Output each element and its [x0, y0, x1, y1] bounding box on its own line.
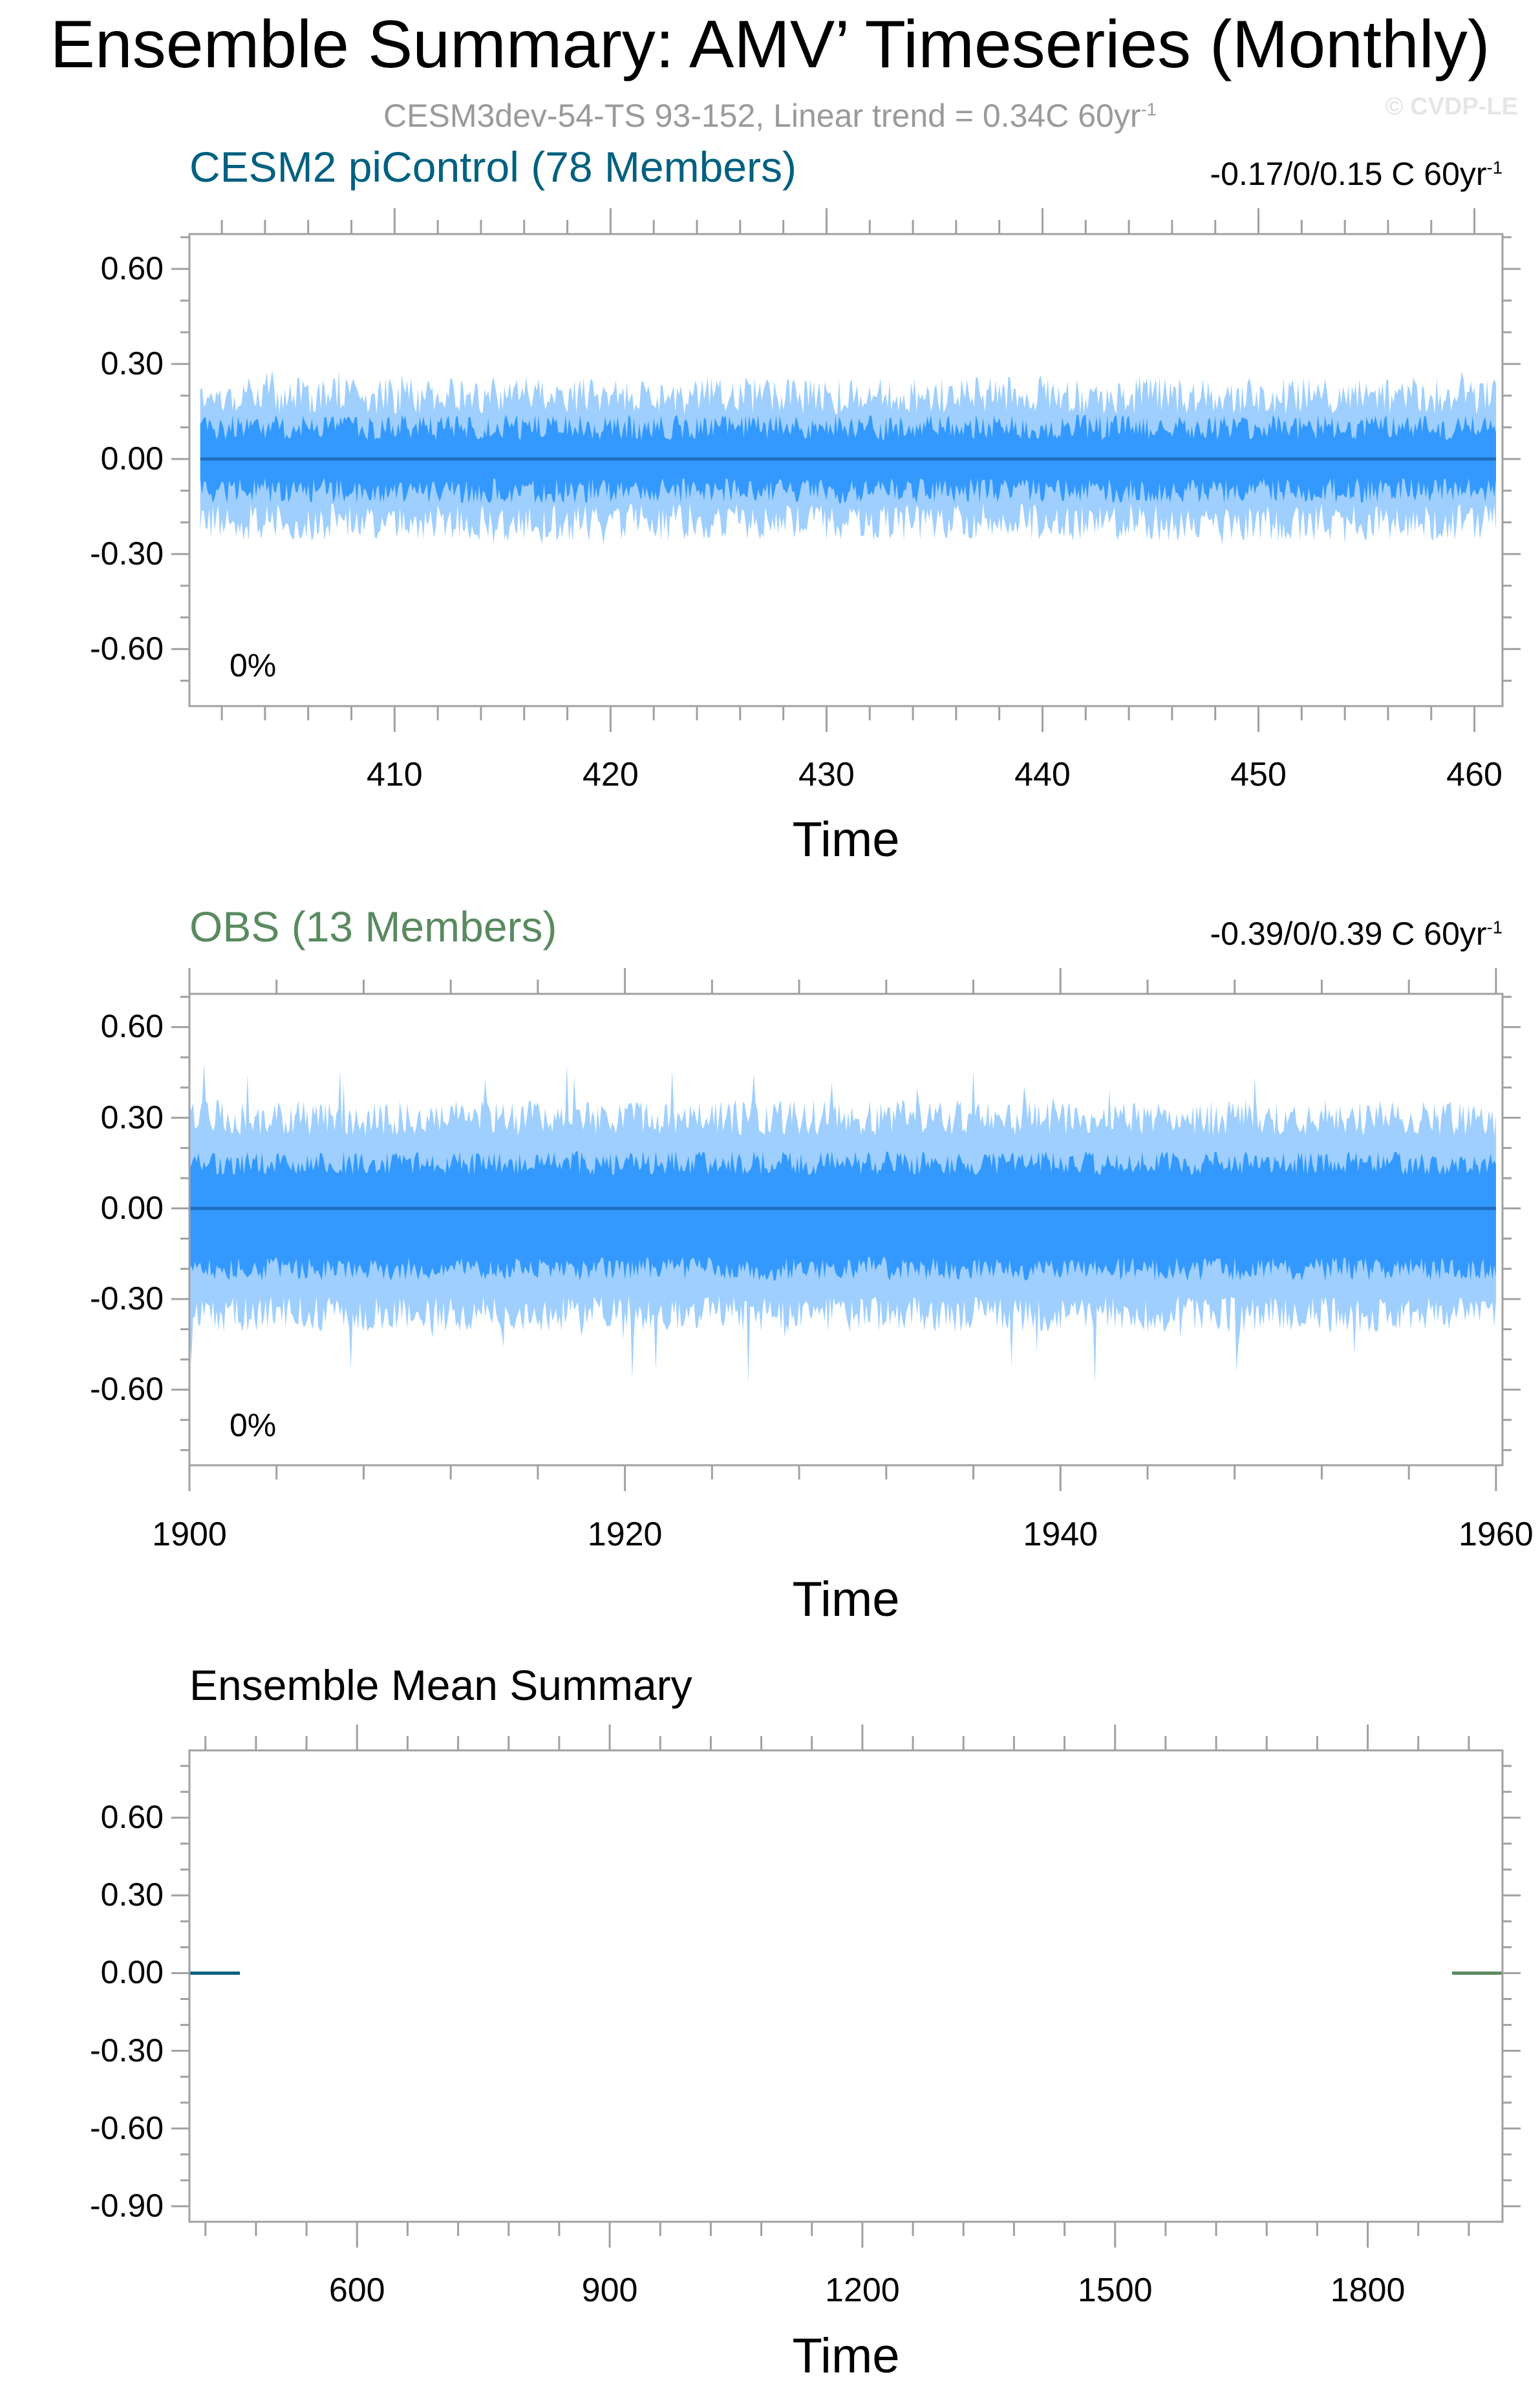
- x-tick-label: 420: [582, 756, 639, 793]
- y-tick-label: 0.30: [100, 1876, 164, 1913]
- watermark: © CVDP-LE: [1385, 93, 1518, 120]
- trend-range-label: -0.17/0/0.15 C 60yr-1: [1210, 155, 1503, 193]
- panel-title: CESM2 piControl (78 Members): [189, 143, 797, 191]
- x-tick-label: 430: [798, 756, 855, 793]
- y-tick-label: -0.30: [90, 1280, 164, 1317]
- y-tick-label: 0.60: [100, 1008, 164, 1045]
- subtitle-sup: -1: [1140, 99, 1157, 120]
- x-axis-title: Time: [792, 1572, 900, 1627]
- inner-spread-band: [189, 1151, 1496, 1281]
- x-tick-label: 1920: [587, 1516, 663, 1553]
- plot-frame: [188, 1749, 1504, 2223]
- x-tick-label: 450: [1230, 756, 1287, 793]
- x-axis-title: Time: [792, 2328, 900, 2383]
- panel-3: [171, 1725, 1521, 2248]
- x-tick-label: 410: [366, 756, 423, 793]
- y-tick-label: -0.30: [90, 2032, 164, 2069]
- panel-title: OBS (13 Members): [189, 903, 557, 951]
- trend-range-text: -0.17/0/0.15 C 60yr: [1210, 156, 1487, 192]
- y-tick-label: 0.60: [100, 250, 164, 286]
- y-tick-label: 0.00: [100, 1954, 164, 1991]
- trend-range-label: -0.39/0/0.39 C 60yr-1: [1210, 915, 1503, 952]
- trend-range-sup: -1: [1486, 157, 1503, 178]
- y-tick-label: 0.00: [100, 1189, 164, 1226]
- x-tick-label: 1500: [1077, 2272, 1153, 2309]
- y-tick-label: 0.00: [100, 440, 164, 477]
- x-tick-label: 1800: [1330, 2272, 1406, 2309]
- trend-range-text: -0.39/0/0.39 C 60yr: [1210, 916, 1487, 952]
- y-tick-label: -0.30: [90, 535, 164, 572]
- x-tick-label: 1940: [1023, 1516, 1098, 1553]
- plot-frame: [188, 233, 1504, 707]
- x-tick-label: 460: [1446, 756, 1503, 793]
- panel-title: Ensemble Mean Summary: [189, 1661, 692, 1709]
- y-tick-label: -0.60: [90, 1371, 164, 1408]
- y-tick-label: 0.30: [100, 1099, 164, 1135]
- plot-frame: [188, 993, 1504, 1467]
- trend-range-sup: -1: [1486, 917, 1503, 938]
- figure-subtitle: CESM3dev-54-TS 93-152, Linear trend = 0.…: [0, 97, 1540, 134]
- x-tick-label: 1960: [1459, 1516, 1534, 1553]
- y-tick-label: -0.60: [90, 630, 164, 667]
- y-tick-label: 0.30: [100, 345, 164, 382]
- x-axis-title: Time: [792, 812, 900, 867]
- subtitle-text: CESM3dev-54-TS 93-152, Linear trend = 0.…: [383, 98, 1141, 134]
- x-tick-label: 440: [1014, 756, 1071, 793]
- x-tick-label: 1900: [152, 1516, 227, 1553]
- figure-title: Ensemble Summary: AMV’ Timeseries (Month…: [50, 7, 1490, 82]
- y-tick-label: -0.90: [90, 2187, 164, 2224]
- x-tick-label: 900: [581, 2272, 638, 2309]
- x-tick-label: 1200: [825, 2272, 900, 2309]
- x-tick-label: 600: [328, 2272, 385, 2309]
- y-tick-label: -0.60: [90, 2109, 164, 2146]
- percent-annotation: 0%: [230, 1407, 277, 1443]
- y-tick-label: 0.60: [100, 1799, 164, 1836]
- panel-2: [171, 968, 1521, 1491]
- panel-1: [171, 208, 1521, 732]
- percent-annotation: 0%: [230, 647, 277, 683]
